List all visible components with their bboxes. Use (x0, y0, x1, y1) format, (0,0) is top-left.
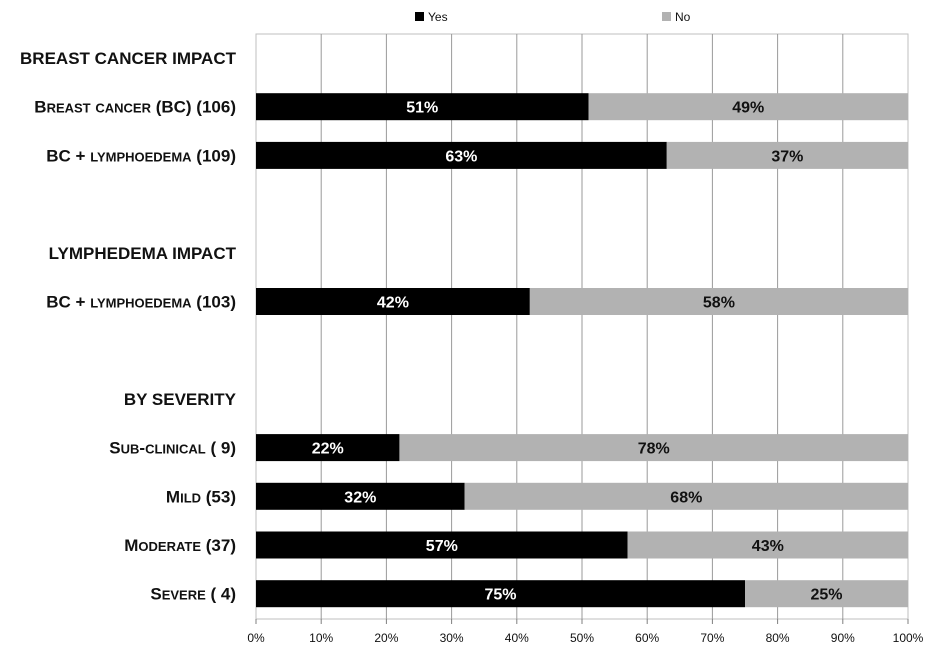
bar-yes (256, 580, 745, 608)
x-tick-label: 30% (440, 631, 464, 645)
x-tick-label: 90% (831, 631, 855, 645)
bar-no (666, 141, 908, 169)
data-label-yes: 22% (312, 441, 344, 458)
category-label: MILD (53) (166, 487, 236, 506)
x-tick-label: 60% (635, 631, 659, 645)
category-label: BC + LYMPHOEDEMA (103) (46, 293, 236, 312)
x-tick-label: 50% (570, 631, 594, 645)
x-tick-label: 80% (766, 631, 790, 645)
data-label-no: 37% (771, 148, 803, 165)
x-tick-label: 20% (374, 631, 398, 645)
legend-swatch (415, 12, 424, 21)
category-label: MODERATE (37) (124, 536, 236, 555)
data-label-no: 68% (670, 489, 702, 506)
bar-yes (256, 141, 667, 169)
category-label: SEVERE ( 4) (150, 585, 236, 604)
category-label: BC + LYMPHOEDEMA (109) (46, 146, 236, 165)
category-label: SUB-CLINICAL ( 9) (109, 439, 236, 458)
x-tick-label: 70% (700, 631, 724, 645)
bar-no (529, 288, 908, 315)
bar-no (627, 531, 908, 559)
x-tick-label: 0% (247, 631, 265, 645)
bar-yes (256, 434, 400, 462)
bar-yes (256, 93, 589, 121)
section-heading: BY SEVERITY (124, 390, 237, 409)
legend-swatch (662, 12, 671, 21)
category-label: BREAST CANCER (BC) (106) (34, 98, 236, 117)
x-tick-label: 40% (505, 631, 529, 645)
data-label-yes: 75% (484, 587, 516, 604)
legend-label: No (675, 10, 691, 24)
data-label-no: 49% (732, 100, 764, 117)
section-heading: LYMPHEDEMA IMPACT (49, 244, 237, 263)
x-tick-label: 10% (309, 631, 333, 645)
data-label-yes: 42% (377, 295, 409, 312)
section-heading: BREAST CANCER IMPACT (20, 49, 237, 68)
data-label-yes: 63% (445, 148, 477, 165)
bar-no (464, 482, 908, 510)
data-label-yes: 51% (406, 100, 438, 117)
data-label-yes: 32% (344, 489, 376, 506)
bar-yes (256, 531, 628, 559)
data-label-no: 25% (810, 587, 842, 604)
data-label-no: 43% (752, 538, 784, 555)
data-label-no: 58% (703, 295, 735, 312)
legend-label: Yes (428, 10, 448, 24)
x-tick-label: 100% (893, 631, 924, 645)
data-label-no: 78% (638, 441, 670, 458)
bar-no (745, 580, 908, 608)
bar-yes (256, 482, 465, 510)
bar-no (588, 93, 908, 121)
bar-yes (256, 288, 530, 315)
data-label-yes: 57% (426, 538, 458, 555)
bar-no (399, 434, 908, 462)
